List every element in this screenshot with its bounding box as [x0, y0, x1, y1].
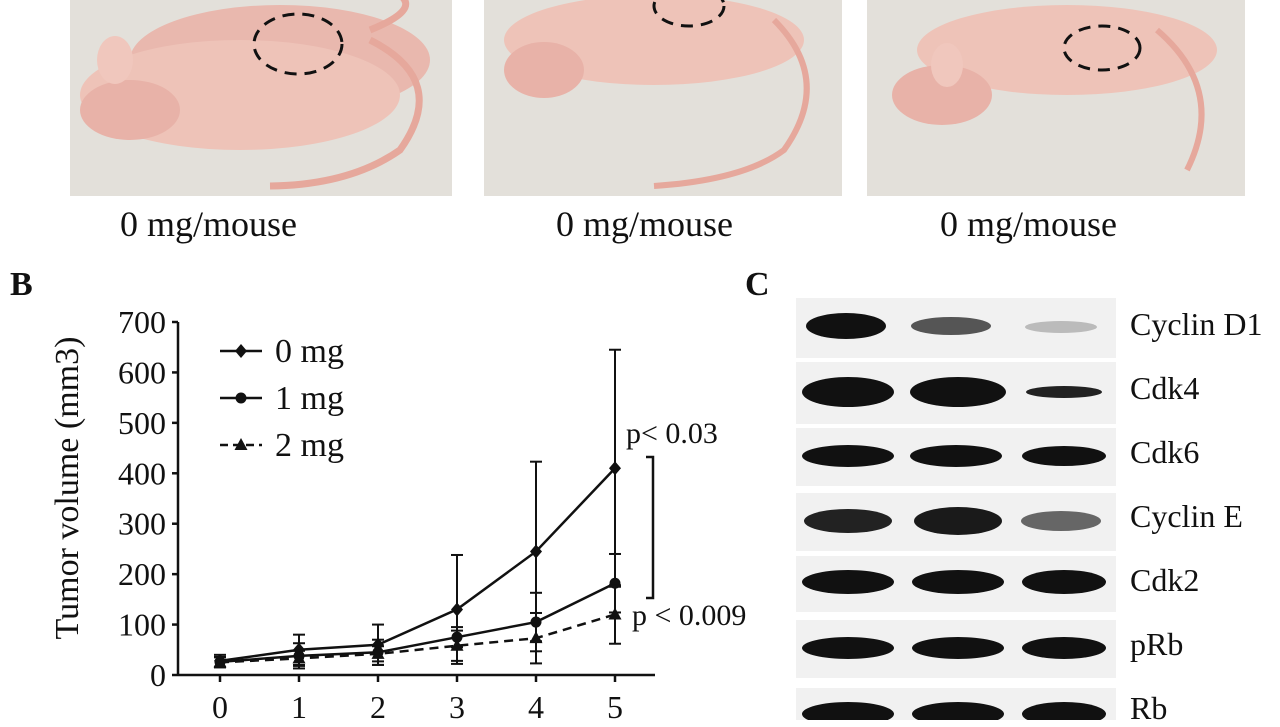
y-tick-label: 300	[118, 506, 166, 542]
data-point-0-mg	[609, 461, 621, 476]
blot-strip-cdk2	[796, 556, 1116, 612]
y-tick-label: 500	[118, 405, 166, 441]
p-value-annotation-1: p< 0.03	[626, 417, 718, 450]
blot-strip-cdk6	[796, 428, 1116, 486]
mouse-photo-2	[484, 0, 842, 196]
tumor-volume-chart: 0 100 200 300 400 500 600 700 0 1 2 3 4 5 0 mg 1 mg 2 m…	[49, 304, 746, 720]
x-tick-label: 3	[449, 689, 465, 720]
photo-caption-1: 0 mg/mouse	[120, 204, 297, 244]
legend-label-2-mg: 2 mg	[275, 427, 344, 464]
blot-label-cdk6: Cdk6	[1130, 434, 1200, 470]
legend-label-0-mg: 0 mg	[275, 333, 344, 370]
legend-marker-0-mg	[235, 344, 247, 358]
legend-marker-1-mg	[235, 392, 247, 404]
blot-label-cyclin-d1: Cyclin D1	[1130, 306, 1263, 342]
p-value-annotation-2: p < 0.009	[632, 599, 746, 632]
data-point-0-mg	[530, 544, 542, 559]
x-tick-label: 0	[212, 689, 228, 720]
mouse-photo-1	[70, 0, 452, 196]
data-point-2-mg	[292, 651, 306, 664]
x-tick-label: 2	[370, 689, 386, 720]
photo-caption-3: 0 mg/mouse	[940, 204, 1117, 244]
y-tick-label: 600	[118, 354, 166, 390]
blot-strip-prb	[796, 620, 1116, 678]
blot-label-cdk4: Cdk4	[1130, 370, 1200, 406]
legend-marker-2-mg	[234, 438, 248, 450]
data-point-0-mg	[451, 602, 463, 617]
blot-label-rb: Rb	[1130, 690, 1168, 726]
x-tick-label: 4	[528, 689, 544, 720]
series-line-1-mg	[219, 582, 616, 664]
y-tick-label: 100	[118, 607, 166, 643]
y-axis-label: Tumor volume (mm3)	[49, 337, 86, 640]
blot-strip-cdk4	[796, 362, 1116, 424]
data-point-2-mg	[371, 646, 385, 659]
blot-label-cdk2: Cdk2	[1130, 562, 1200, 598]
x-tick-label: 1	[291, 689, 307, 720]
series-line-0-mg	[219, 467, 616, 663]
data-point-2-mg	[608, 607, 622, 620]
y-tick-label: 400	[118, 455, 166, 491]
blot-strip-rb	[796, 688, 1116, 720]
blot-label-cyclin-e: Cyclin E	[1130, 498, 1243, 534]
blot-strip-cyclin-e	[796, 493, 1116, 551]
blot-strip-cyclin-d1	[796, 298, 1116, 358]
data-point-2-mg	[213, 655, 227, 668]
photo-caption-2: 0 mg/mouse	[556, 204, 733, 244]
data-point-2-mg	[450, 638, 464, 651]
x-tick-label: 5	[607, 689, 623, 720]
mouse-photo-3	[867, 0, 1245, 196]
significance-bracket	[646, 455, 655, 600]
y-tick-label: 0	[150, 657, 166, 693]
legend-label-1-mg: 1 mg	[275, 380, 344, 417]
panel-c-letter: C	[745, 266, 770, 303]
panel-b-letter: B	[10, 266, 33, 303]
y-tick-label: 700	[118, 304, 166, 340]
data-point-2-mg	[529, 631, 543, 644]
series-line-2-mg	[219, 613, 616, 664]
blot-label-prb: pRb	[1130, 626, 1184, 662]
y-tick-label: 200	[118, 556, 166, 592]
